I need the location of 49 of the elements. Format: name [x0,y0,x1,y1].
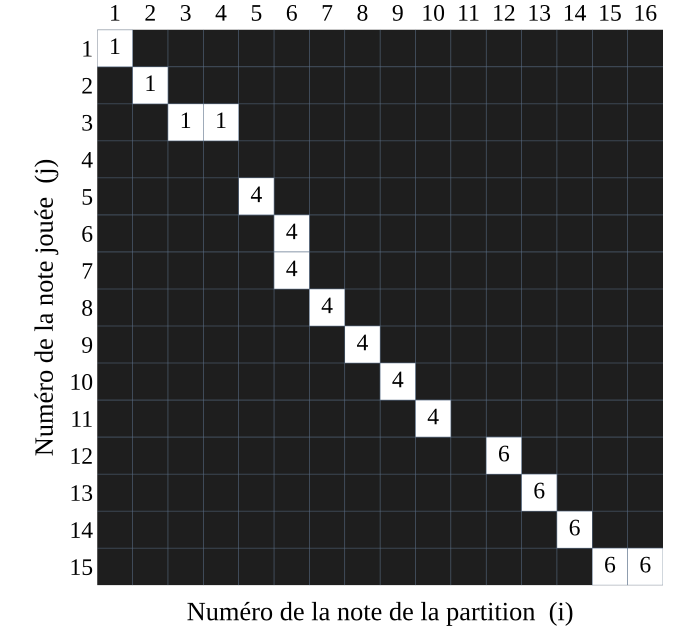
x-tick-label: 7 [322,5,332,21]
x-tick-label: 16 [636,4,656,21]
y-tick-label: 13 [72,485,92,502]
y-tick-label: 4 [82,152,93,168]
x-axis-title: Numéro de la note de la partition (i) [187,602,572,626]
x-tick-label: 6 [286,4,297,21]
data-label: 6 [534,482,544,499]
data-label: 1 [111,38,120,54]
data-label: 4 [322,298,333,314]
x-tick-label: 4 [216,5,227,21]
data-label: 6 [605,556,616,573]
x-tick-label: 15 [600,5,621,21]
x-tick-label: 12 [494,4,514,21]
y-tick-label: 12 [72,448,92,464]
y-tick-label: 11 [72,411,92,427]
y-tick-label: 9 [82,337,92,353]
data-label: 4 [392,372,404,388]
data-label: 6 [498,446,510,462]
x-tick-label: 2 [145,4,155,21]
y-tick-label: 3 [82,114,92,131]
data-label: 1 [146,75,155,92]
y-tick-label: 5 [82,189,92,205]
y-axis-title: Numéro de la note jouée (j) [34,160,58,456]
x-tick-label: 3 [180,4,191,21]
x-tick-label: 13 [530,4,550,21]
x-tick-label: 10 [423,4,444,21]
data-label: 4 [286,260,298,276]
y-tick-label: 14 [72,522,93,538]
y-tick-label: 6 [82,226,92,242]
data-label: 4 [428,408,439,424]
data-label: 4 [250,186,262,202]
y-tick-label: 1 [83,40,92,57]
data-label: 6 [640,556,651,573]
y-tick-label: 7 [82,263,92,279]
data-label: 6 [570,520,580,536]
x-tick-label: 9 [392,4,403,21]
x-tick-label: 14 [564,5,586,21]
x-tick-label: 5 [252,5,262,21]
y-tick-label: 15 [72,559,92,576]
y-tick-label: 2 [82,78,92,94]
y-tick-label: 8 [82,300,92,316]
data-label: 1 [182,112,190,128]
data-label: 1 [217,112,226,128]
x-tick-label: 11 [459,5,478,21]
x-tick-label: 8 [357,4,368,21]
data-label: 4 [357,334,368,350]
data-label: 4 [286,224,298,240]
x-tick-label: 1 [111,5,120,21]
y-tick-label: 10 [72,374,92,390]
